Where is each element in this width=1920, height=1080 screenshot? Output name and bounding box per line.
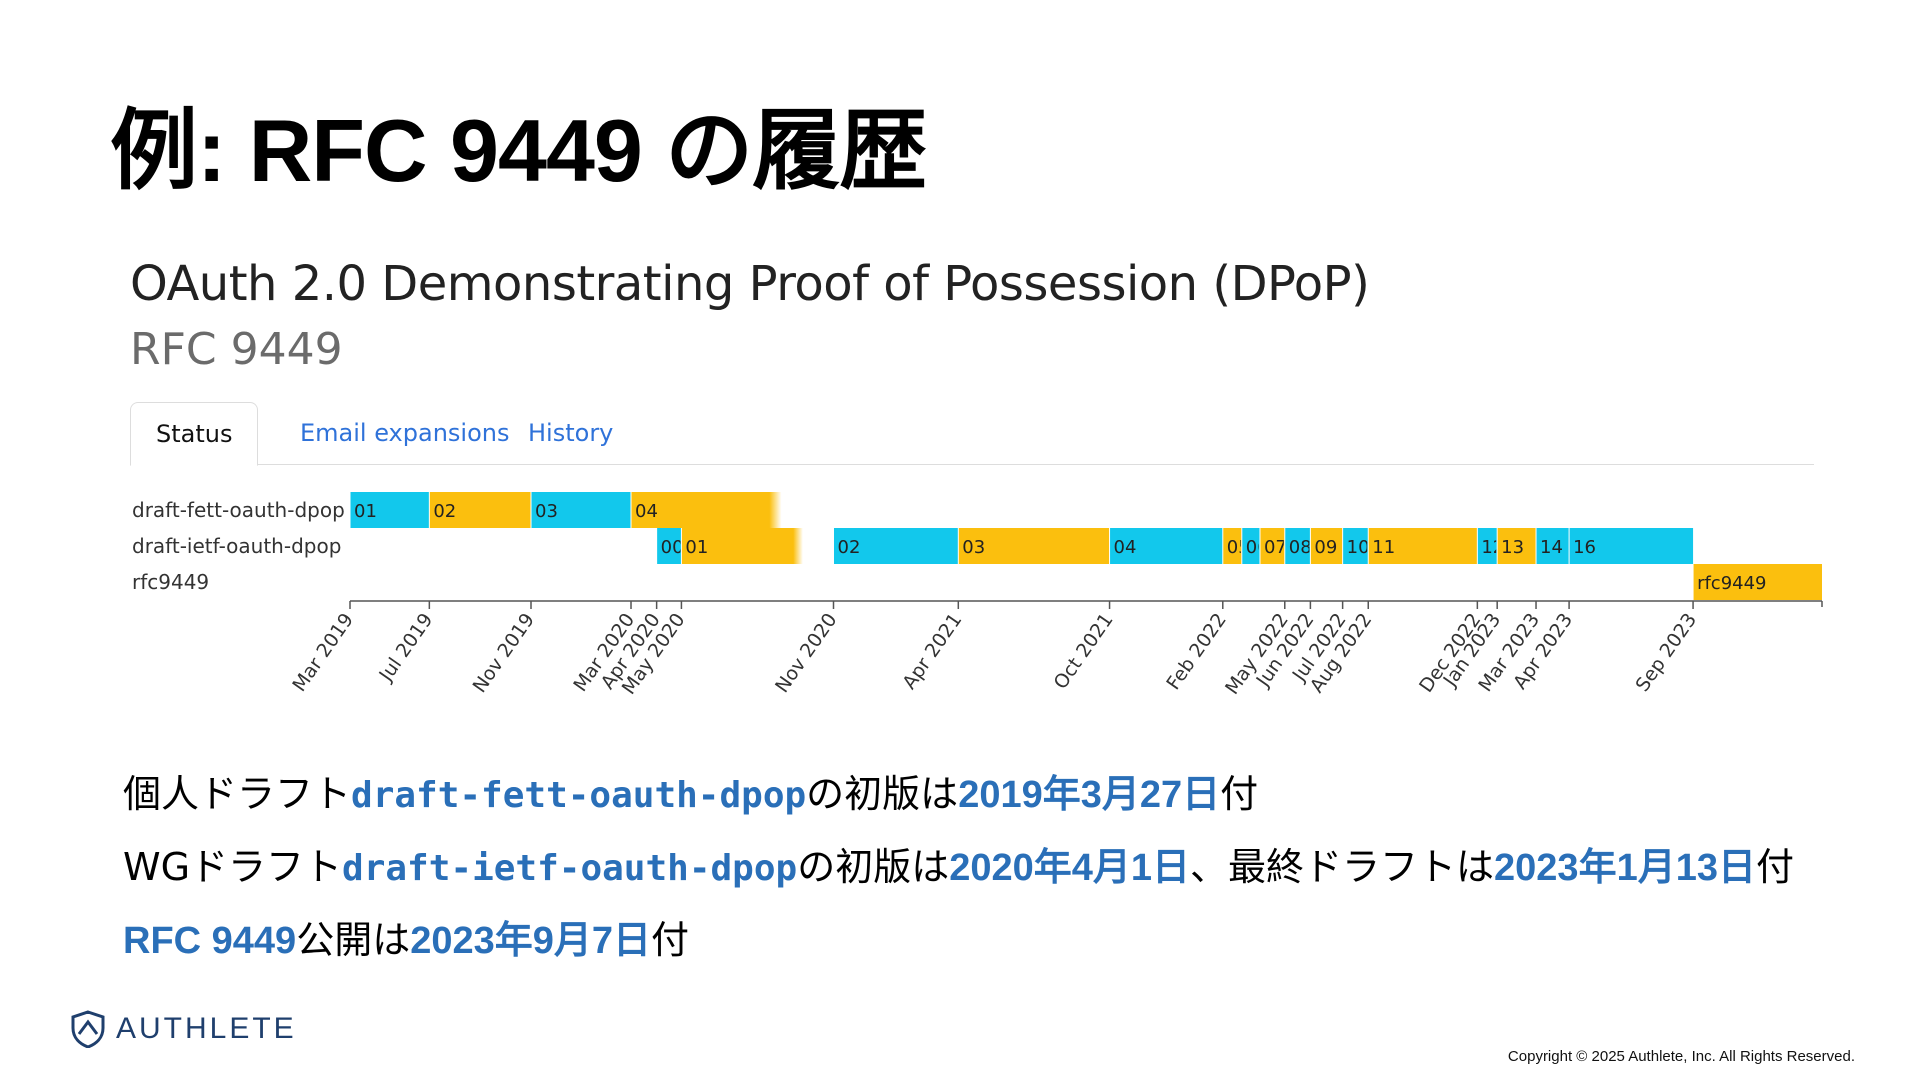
- note-line-1: 個人ドラフトdraft-fett-oauth-dpopの初版は2019年3月27…: [123, 763, 1258, 818]
- note-line-3: RFC 9449公開は2023年9月7日付: [123, 909, 689, 964]
- x-tick-label: Apr 2021: [898, 609, 966, 693]
- row-label: draft-fett-oauth-dpop: [132, 498, 345, 522]
- bar-label: 02: [433, 501, 456, 522]
- bar-label: 00: [661, 537, 684, 558]
- timeline-bar: [531, 492, 632, 528]
- bar-label: 09: [1314, 537, 1337, 558]
- timeline-bar: [833, 528, 959, 564]
- bar-label: 04: [1114, 537, 1137, 558]
- timeline-bar: [1284, 528, 1311, 564]
- x-tick-label: Oct 2021: [1050, 609, 1118, 693]
- bar-label: 07: [1264, 537, 1287, 558]
- note-segment: draft-ietf-oauth-dpop: [342, 848, 798, 889]
- timeline-bar: [1536, 528, 1570, 564]
- x-tick-label: Nov 2019: [469, 609, 539, 697]
- timeline-bar: [429, 492, 532, 528]
- x-tick-label: Sep 2023: [1631, 609, 1701, 696]
- note-line-2: WGドラフトdraft-ietf-oauth-dpopの初版は2020年4月1日…: [123, 836, 1794, 891]
- timeline-bar: [1241, 528, 1260, 564]
- note-segment: 2019年3月27日: [958, 774, 1221, 816]
- bar-label: 04: [635, 501, 658, 522]
- bar-label: 01: [354, 501, 377, 522]
- bar-label: 08: [1289, 537, 1312, 558]
- bar-label: rfc9449: [1697, 573, 1766, 594]
- timeline-bar: [1569, 528, 1694, 564]
- slide-title: 例: RFC 9449 の履歴: [110, 101, 927, 200]
- tab-bar: Status Email expansions History: [130, 402, 1814, 466]
- bar-label: 01: [685, 537, 708, 558]
- timeline-bar: [1497, 528, 1537, 564]
- shield-icon: [71, 1010, 105, 1048]
- x-tick-label: Nov 2020: [771, 609, 841, 697]
- timeline-bar: [1259, 528, 1285, 564]
- note-segment: RFC 9449: [123, 920, 297, 962]
- bar-label: 13: [1501, 537, 1524, 558]
- note-segment: 2020年4月1日: [949, 847, 1191, 889]
- timeline-bar: [631, 492, 782, 528]
- bar-label: 10: [1347, 537, 1370, 558]
- document-title: OAuth 2.0 Demonstrating Proof of Possess…: [130, 256, 1370, 312]
- timeline-bar: [1310, 528, 1343, 564]
- tab-history[interactable]: History: [528, 419, 614, 447]
- note-segment: 個人ドラフト: [123, 772, 352, 816]
- timeline-bar: [1222, 528, 1242, 564]
- bar-label: 14: [1540, 537, 1563, 558]
- authlete-logo: AUTHLETE: [70, 1010, 297, 1048]
- note-segment: 、最終ドラフトは: [1190, 845, 1495, 889]
- logo-text: AUTHLETE: [116, 1012, 297, 1045]
- bar-label: 02: [838, 537, 861, 558]
- note-segment: 2023年1月13日: [1494, 847, 1756, 889]
- document-subtitle: RFC 9449: [130, 324, 343, 375]
- bar-label: 06: [1246, 537, 1269, 558]
- timeline-bar: [1342, 528, 1369, 564]
- note-segment: 付: [651, 918, 690, 962]
- bar-label: 12: [1481, 537, 1504, 558]
- tab-status[interactable]: Status: [130, 402, 259, 466]
- note-segment: の初版は: [806, 772, 959, 816]
- bar-label: 03: [535, 501, 558, 522]
- timeline-bar: [958, 528, 1110, 564]
- note-segment: WGドラフト: [123, 845, 343, 889]
- note-segment: の初版は: [797, 845, 950, 889]
- timeline-chart: draft-fett-oauth-dpop 01 02 03 04 draft-ietf-…: [132, 492, 1823, 699]
- copyright: Copyright © 2025 Authlete, Inc. All Righ…: [1507, 1048, 1855, 1065]
- tab-email-expansions[interactable]: Email expansions: [300, 419, 510, 447]
- note-segment: 付: [1220, 772, 1259, 816]
- note-segment: 付: [1755, 845, 1794, 889]
- note-segment: 公開は: [296, 918, 411, 962]
- row-label: rfc9449: [132, 570, 209, 594]
- bar-label: 11: [1372, 537, 1395, 558]
- timeline-bar: [1477, 528, 1498, 564]
- bar-label: 03: [962, 537, 985, 558]
- x-tick-label: Jul 2019: [374, 609, 437, 686]
- bar-label: 05: [1227, 537, 1250, 558]
- note-segment: draft-fett-oauth-dpop: [351, 775, 807, 816]
- timeline-bar: [656, 528, 682, 564]
- note-segment: 2023年9月7日: [410, 920, 652, 962]
- x-tick-label: Mar 2019: [288, 609, 358, 696]
- timeline-bar: [1368, 528, 1478, 564]
- timeline-bar: [1109, 528, 1223, 564]
- bar-label: 16: [1573, 537, 1596, 558]
- timeline-bar: [350, 492, 430, 528]
- row-label: draft-ietf-oauth-dpop: [132, 534, 341, 558]
- timeline-bar: [681, 528, 803, 564]
- timeline-bar: [1693, 564, 1822, 600]
- x-tick-label: Feb 2022: [1162, 609, 1231, 694]
